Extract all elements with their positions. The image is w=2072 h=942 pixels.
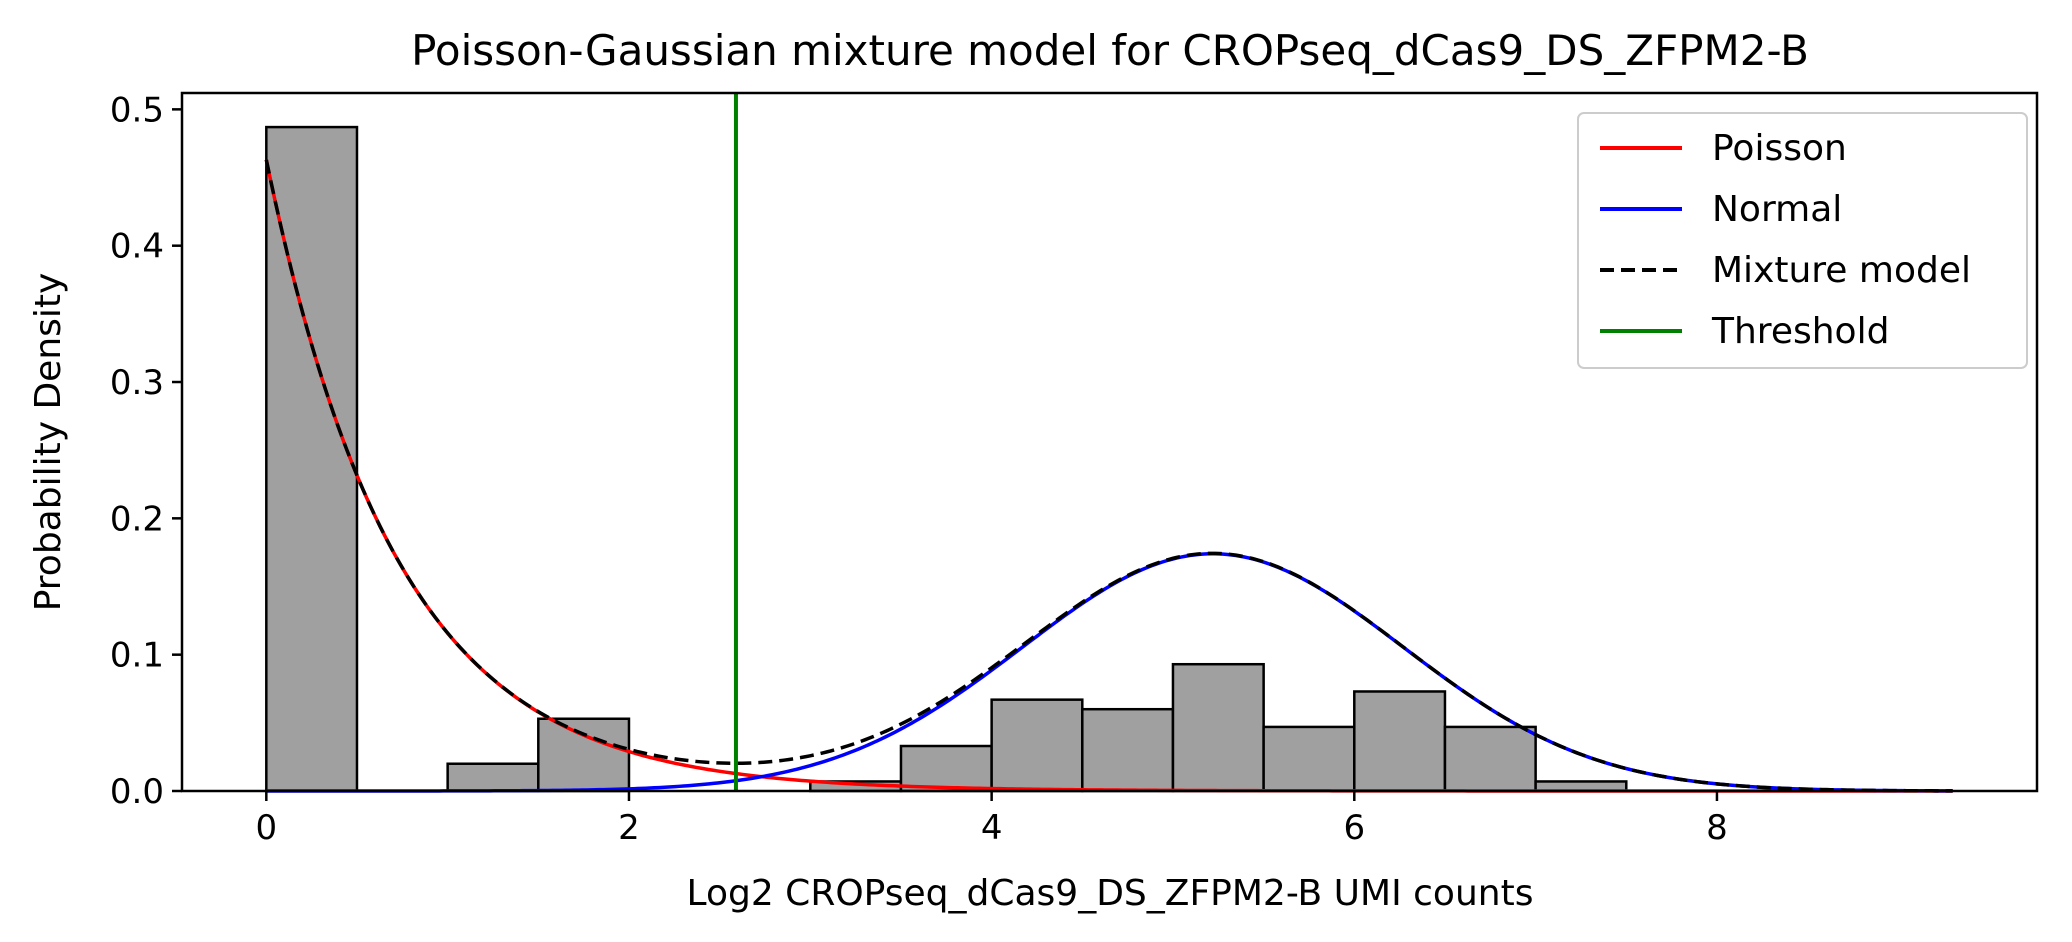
y-tick-label: 0.1 xyxy=(110,636,164,676)
histogram-bar xyxy=(1081,707,1175,793)
y-tick-label: 0.5 xyxy=(110,90,164,130)
x-tick-label: 0 xyxy=(255,808,277,848)
histogram-bar xyxy=(1171,662,1265,793)
histogram-bar xyxy=(899,744,993,793)
y-tick-label: 0.4 xyxy=(110,227,164,267)
legend: Poisson Normal Mixture model Threshold xyxy=(1577,112,2028,369)
x-axis: 0 2 4 6 8 xyxy=(255,791,1728,848)
histogram-bar xyxy=(1353,690,1447,793)
histogram-bar xyxy=(1262,725,1356,793)
histogram-bar xyxy=(446,762,540,793)
legend-label: Normal xyxy=(1712,189,1842,230)
legend-label: Poisson xyxy=(1712,128,1847,169)
y-tick-label: 0.2 xyxy=(110,499,164,539)
x-axis-label: Log2 CROPseq_dCas9_DS_ZFPM2-B UMI counts xyxy=(687,873,1534,914)
y-axis: 0.0 0.1 0.2 0.3 0.4 0.5 xyxy=(110,90,182,812)
x-tick-label: 2 xyxy=(618,808,640,848)
histogram xyxy=(265,125,1628,793)
histogram-bar xyxy=(537,717,631,793)
legend-label: Threshold xyxy=(1711,311,1889,352)
y-tick-label: 0.0 xyxy=(110,772,164,812)
legend-box xyxy=(1577,112,2028,369)
mixture-curve xyxy=(264,159,1953,793)
x-tick-label: 8 xyxy=(1706,808,1728,848)
histogram-bar xyxy=(265,125,359,793)
histogram-bar xyxy=(1443,725,1537,793)
chart-title: Poisson-Gaussian mixture model for CROPs… xyxy=(411,26,1809,75)
x-tick-label: 4 xyxy=(981,808,1003,848)
y-tick-label: 0.3 xyxy=(110,363,164,403)
y-axis-label: Probability Density xyxy=(28,273,69,612)
legend-label: Mixture model xyxy=(1712,250,1971,291)
histogram-bar xyxy=(990,698,1084,793)
x-tick-label: 6 xyxy=(1343,808,1365,848)
plot-frame xyxy=(180,91,2039,793)
